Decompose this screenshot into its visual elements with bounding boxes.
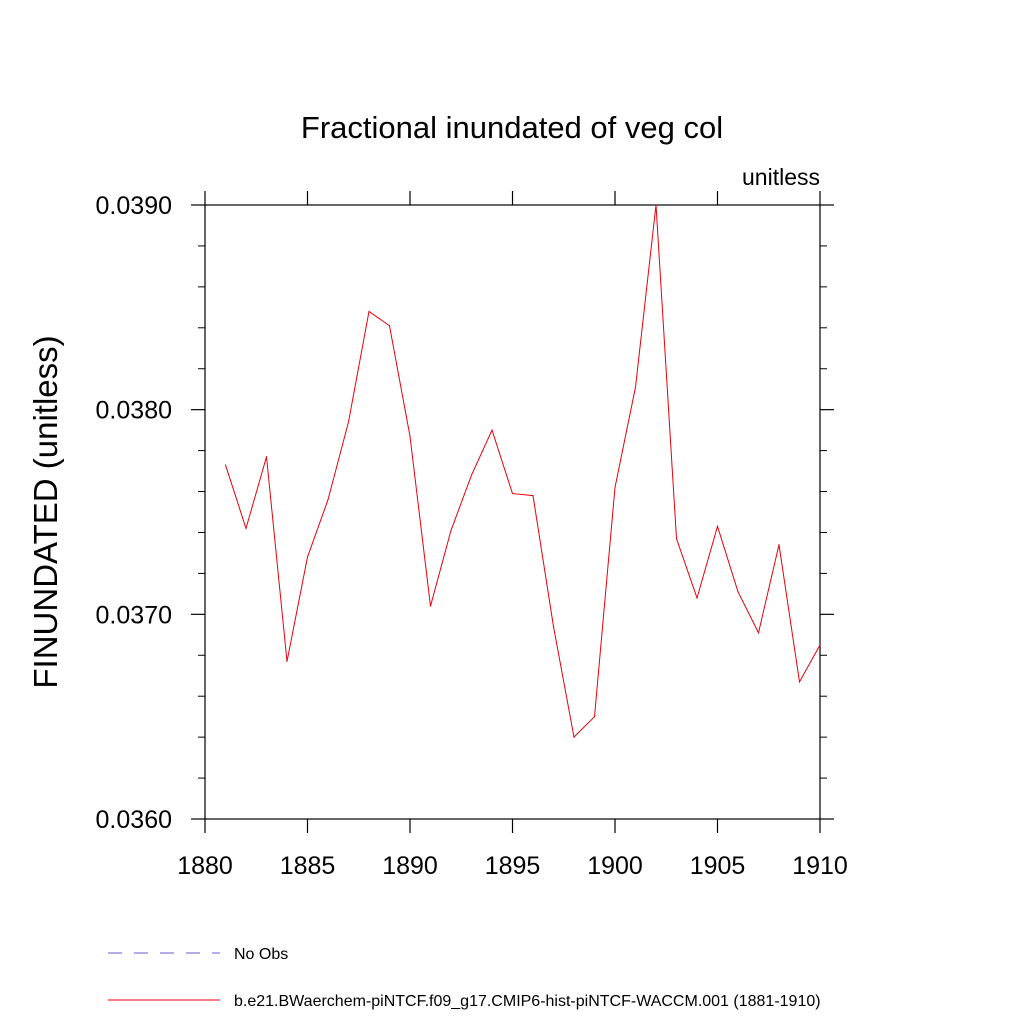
y-tick-label: 0.0360: [96, 806, 172, 834]
y-axis-ticks: 0.0360 0.0370 0.0380 0.0390: [96, 192, 834, 834]
data-point: [265, 456, 268, 458]
data-point: [409, 435, 411, 437]
data-point: [716, 525, 719, 527]
data-point: [470, 474, 473, 476]
x-tick-label: 1890: [382, 852, 438, 880]
x-axis-ticks: 1880 1885 1890 1895 1900 1905 1910: [177, 191, 848, 880]
data-point: [429, 605, 432, 607]
data-point: [798, 681, 801, 683]
data-point: [614, 486, 616, 489]
legend-label: b.e21.BWaerchem-piNTCF.f09_g17.CMIP6-his…: [234, 993, 821, 1010]
data-point: [491, 429, 493, 431]
data-point: [532, 495, 534, 497]
legend-label: No Obs: [234, 946, 288, 963]
x-tick-label: 1905: [690, 852, 746, 880]
data-point: [737, 591, 739, 593]
y-tick-label: 0.0380: [96, 397, 172, 425]
data-point: [696, 597, 698, 599]
y-tick-label: 0.0390: [96, 192, 172, 220]
data-point: [819, 644, 821, 646]
data-point: [388, 325, 391, 327]
plot-frame: [204, 204, 821, 820]
data-point: [573, 736, 575, 738]
units-label: unitless: [742, 164, 820, 190]
x-tick-label: 1895: [485, 852, 541, 880]
x-tick-label: 1900: [587, 852, 643, 880]
data-point: [757, 632, 760, 634]
data-point: [224, 464, 227, 466]
data-point: [347, 421, 350, 423]
data-point: [245, 527, 247, 529]
data-point: [368, 310, 370, 313]
series-line: [225, 204, 821, 739]
data-point: [327, 499, 329, 501]
data-point: [306, 556, 309, 558]
data-point: [552, 626, 555, 628]
data-point: [675, 538, 678, 540]
data-point: [634, 386, 637, 388]
chart-title: Fractional inundated of veg col: [301, 110, 723, 145]
series-layer: [224, 204, 821, 739]
data-point: [511, 492, 514, 495]
data-point: [286, 660, 288, 663]
x-tick-label: 1910: [792, 852, 848, 880]
x-tick-label: 1885: [280, 852, 336, 880]
y-axis-label: FINUNDATED (unitless): [27, 335, 64, 688]
legend: No Obs b.e21.BWaerchem-piNTCF.f09_g17.CMI…: [108, 946, 821, 1010]
data-point: [655, 204, 657, 206]
x-tick-label: 1880: [177, 852, 233, 880]
data-point: [778, 544, 780, 546]
data-point: [450, 529, 452, 532]
data-point: [593, 716, 596, 718]
y-tick-label: 0.0370: [96, 601, 172, 629]
